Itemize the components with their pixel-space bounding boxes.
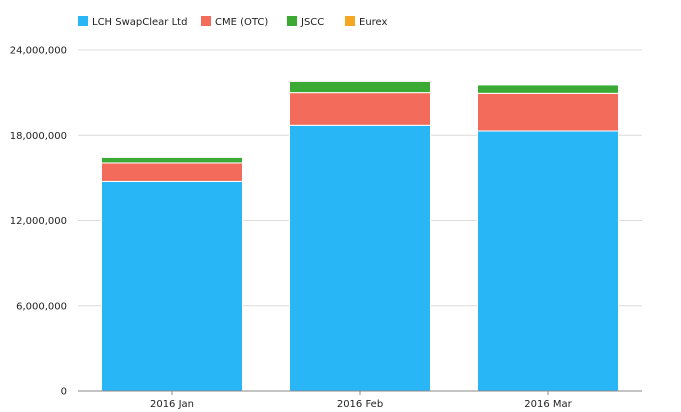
y-tick-label: 24,000,000 [10, 46, 67, 57]
legend: LCH SwapClear Ltd CME (OTC) JSCC Eurex [78, 16, 388, 28]
y-tick-label: 6,000,000 [16, 301, 67, 312]
bar-segment[interactable] [101, 156, 243, 164]
y-tick-label: 18,000,000 [10, 131, 67, 142]
y-tick-label: 0 [61, 387, 67, 398]
bar-segment[interactable] [289, 124, 431, 392]
legend-swatch [287, 16, 297, 26]
y-tick-label: 12,000,000 [10, 216, 67, 227]
legend-label: Eurex [359, 17, 388, 28]
bars [101, 80, 619, 392]
x-tick-label: 2016 Mar [524, 399, 572, 410]
bar-segment[interactable] [101, 180, 243, 392]
bar-segment[interactable] [477, 130, 619, 392]
x-tick-label: 2016 Feb [337, 399, 383, 410]
legend-swatch [345, 16, 355, 26]
x-tick-label: 2016 Jan [150, 399, 194, 410]
x-axis: 2016 Jan 2016 Feb 2016 Mar [78, 390, 642, 410]
bar-segment[interactable] [289, 92, 431, 126]
legend-label: CME (OTC) [215, 17, 268, 28]
bar-segment[interactable] [101, 162, 243, 182]
legend-swatch [201, 16, 211, 26]
legend-label: JSCC [300, 17, 324, 28]
y-axis: 0 6,000,000 12,000,000 18,000,000 24,000,000 [10, 46, 67, 398]
bar-segment[interactable] [477, 84, 619, 94]
legend-label: LCH SwapClear Ltd [92, 17, 187, 28]
bar-segment[interactable] [289, 80, 431, 94]
bar-segment[interactable] [477, 92, 619, 132]
legend-swatch [78, 16, 88, 26]
